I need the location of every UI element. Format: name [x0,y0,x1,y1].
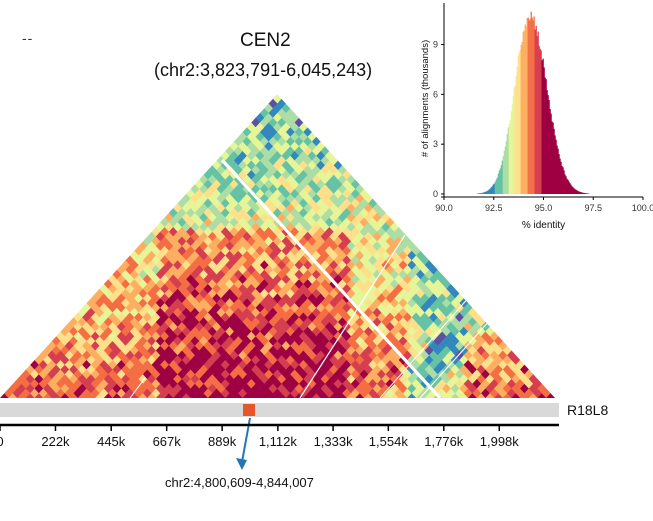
x-tick-label: 889k [208,434,237,449]
x-tick-label: 1,112k [259,434,298,449]
x-tick-label: 445k [97,434,126,449]
highlight-callout-label: chr2:4,800,609-4,844,007 [165,475,314,490]
dash-marker: -- [22,30,33,46]
y-tick-label: 6 [433,89,438,99]
hist-x-tick-label: 95.0 [535,203,553,213]
identity-heatmap [0,94,555,403]
x-tick-label: 1,776k [424,434,464,449]
hist-x-tick-label: 100.0 [632,203,653,213]
chart-subtitle: (chr2:3,823,791-6,045,243) [154,60,372,81]
x-tick-label: 1,998k [480,434,520,449]
highlight-region-mark [243,404,255,416]
x-tick-label: 1,554k [369,434,409,449]
track-bar [0,403,559,417]
hist-x-tick-label: 92.5 [485,203,503,213]
y-tick-label: 0 [433,189,438,199]
identity-histogram: 0 3 6 9 90.0 92.5 95.0 97.5 100.0 % identity # of … [420,3,653,231]
x-tick-label: 667k [153,434,182,449]
hist-x-tick-label: 97.5 [584,203,602,213]
x-tick-label: 222k [41,434,70,449]
y-tick-label: 3 [433,139,438,149]
track-label: R18L8 [567,402,608,418]
y-tick-label: 9 [433,40,438,50]
callout-arrow-head [236,458,247,470]
chart-title: CEN2 [240,30,291,52]
x-tick-label: 0 [0,434,4,449]
heatmap-x-axis: 0 222k 445k 667k 889k 1,112k 1,333k 1,554k 1,776… [0,425,559,449]
hist-x-tick-label: 90.0 [435,203,453,213]
hist-x-axis-label: % identity [522,220,565,231]
hist-y-axis-label: # of alignments (thousands) [420,40,431,157]
x-tick-label: 1,333k [314,434,354,449]
